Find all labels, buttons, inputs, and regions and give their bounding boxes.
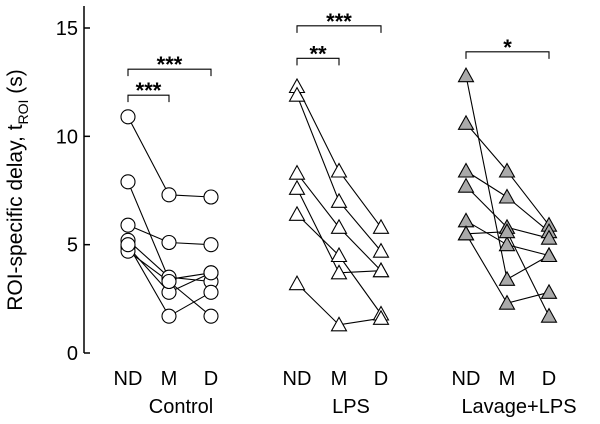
y-axis-label-main: ROI-specific delay, t (4, 124, 27, 310)
data-point (457, 162, 475, 178)
data-point (372, 242, 390, 258)
category-label: ND (114, 368, 143, 390)
significance-bracket (296, 25, 382, 33)
data-point (120, 237, 136, 253)
data-point (330, 218, 348, 234)
significance-label: *** (157, 52, 183, 77)
data-point (161, 273, 177, 290)
significance-label: ** (309, 41, 327, 66)
significance-bracket (127, 94, 170, 103)
data-point (457, 67, 475, 83)
data-point (120, 174, 136, 190)
data-point (120, 217, 136, 233)
data-point (498, 236, 516, 252)
y-axis-label: ROI-specific delay, tROI (s) (4, 69, 31, 311)
significance-bracket (127, 68, 212, 77)
y-tick-label: 15 (56, 18, 78, 40)
data-point (161, 234, 177, 251)
category-label: M (331, 368, 348, 390)
data-point (457, 225, 475, 241)
significance-label: *** (136, 78, 162, 103)
category-label: ND (452, 368, 481, 390)
data-point (540, 307, 558, 323)
data-point (161, 308, 177, 324)
data-point (330, 316, 348, 332)
significance-bracket (465, 51, 550, 59)
category-label: M (161, 368, 178, 390)
significance-bracket (296, 57, 340, 66)
category-label: D (204, 368, 218, 390)
data-point (288, 179, 306, 195)
data-point (372, 309, 390, 325)
group-2: ND M D Lavage+LPS * (452, 35, 577, 418)
data-point (288, 86, 306, 102)
data-point (498, 270, 516, 286)
data-point (498, 294, 516, 310)
data-point (498, 162, 516, 178)
category-label: D (542, 368, 556, 390)
data-point (161, 187, 177, 203)
data-point (330, 246, 348, 263)
group-name-label: Lavage+LPS (461, 396, 576, 418)
y-axis: 0 5 10 15 (56, 6, 90, 365)
significance-label: * (503, 35, 512, 60)
data-point (330, 192, 348, 208)
y-tick-label: 10 (56, 126, 78, 148)
category-label: D (374, 368, 388, 390)
data-point (498, 188, 516, 204)
data-point (203, 237, 219, 253)
data-point (540, 229, 558, 245)
data-point (288, 275, 306, 291)
data-point (288, 205, 306, 221)
data-point (203, 284, 219, 300)
data-point (540, 246, 558, 263)
data-point (330, 264, 348, 280)
data-point (372, 262, 390, 278)
y-axis-label-unit: (s) (4, 69, 27, 99)
group-0: ND M D Control ****** (114, 52, 219, 418)
data-point (288, 164, 306, 180)
y-axis-label-subscript: ROI (15, 100, 31, 125)
data-point (540, 283, 558, 299)
data-point (457, 212, 475, 228)
data-point (372, 218, 390, 234)
data-point (203, 308, 219, 324)
significance-label: *** (326, 9, 352, 34)
data-point (330, 162, 348, 178)
group-name-label: LPS (332, 396, 370, 418)
data-point (203, 265, 219, 281)
data-point (457, 177, 475, 193)
data-point (120, 109, 136, 125)
y-tick-label: 0 (67, 343, 78, 365)
subject-line (127, 116, 212, 198)
category-label: ND (283, 368, 312, 390)
data-point (457, 114, 475, 130)
category-label: M (499, 368, 516, 390)
y-tick-label: 5 (67, 235, 78, 257)
data-point (498, 223, 516, 239)
group-name-label: Control (149, 396, 213, 418)
data-point (203, 189, 219, 205)
